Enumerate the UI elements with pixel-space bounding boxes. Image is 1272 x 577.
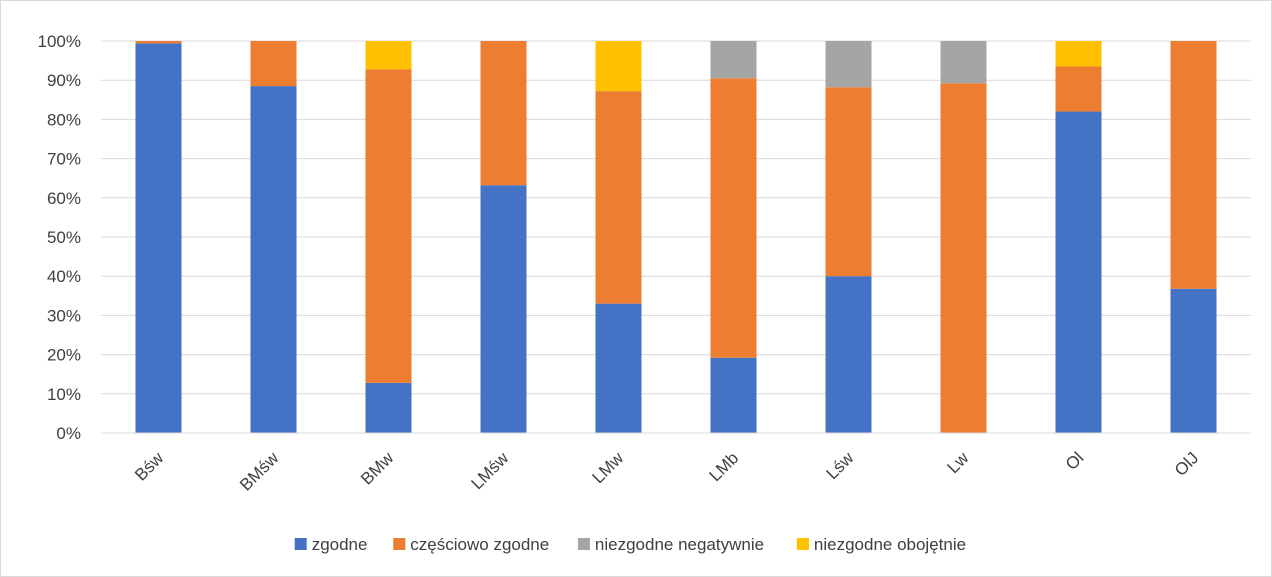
- legend-label: niezgodne obojętnie: [814, 535, 966, 554]
- bar-segment-BMw-częściowo-zgodne: [365, 69, 412, 383]
- legend-label: niezgodne negatywnie: [595, 535, 764, 554]
- bar-segment-Ol-częściowo-zgodne: [1055, 66, 1102, 112]
- bar-segment-LMw-zgodne: [595, 303, 642, 433]
- legend-swatch: [796, 538, 809, 550]
- bar-segment-Bśw-zgodne: [135, 43, 182, 434]
- x-tick-label: LMśw: [467, 448, 512, 493]
- legend-item: niezgodne negatywnie: [577, 535, 764, 554]
- bar-segment-BMśw-częściowo-zgodne: [250, 41, 297, 87]
- x-tick-label: Ol: [1062, 448, 1087, 473]
- y-tick-label: 80%: [47, 110, 81, 129]
- y-tick-label: 50%: [47, 228, 81, 247]
- bar-segment-BMśw-zgodne: [250, 86, 297, 433]
- y-tick-label: 10%: [47, 385, 81, 404]
- bar-segment-Bśw-częściowo-zgodne: [135, 41, 182, 44]
- y-tick-label: 0%: [56, 424, 81, 443]
- y-tick-label: 70%: [47, 150, 81, 169]
- x-tick-label: LMw: [589, 448, 628, 487]
- legend-item: częściowo zgodne: [393, 535, 549, 554]
- bar-segment-LMw-niezgodne-obojętnie: [595, 41, 642, 92]
- legend-item: zgodne: [294, 535, 368, 554]
- bar-segment-LMb-częściowo-zgodne: [710, 78, 757, 358]
- legend-item: niezgodne obojętnie: [796, 535, 966, 554]
- bar-segment-LMb-niezgodne-negatywnie: [710, 41, 757, 79]
- bars: [135, 41, 1217, 434]
- bar-segment-OlJ-częściowo-zgodne: [1170, 41, 1217, 289]
- legend-swatch: [294, 538, 307, 550]
- bar-segment-Ol-zgodne: [1055, 111, 1102, 433]
- bar-segment-OlJ-zgodne: [1170, 288, 1217, 433]
- legend-swatch: [393, 538, 406, 550]
- legend: zgodne częściowo zgodne niezgodne negatywn…: [294, 535, 966, 554]
- y-tick-label: 90%: [47, 71, 81, 90]
- bar-segment-Lśw-zgodne: [825, 276, 872, 433]
- bar-segment-Lśw-częściowo-zgodne: [825, 87, 872, 277]
- y-tick-label: 60%: [47, 189, 81, 208]
- x-tick-label: Bśw: [131, 448, 168, 485]
- bar-segment-Lw-niezgodne-negatywnie: [940, 41, 987, 84]
- x-axis: Bśw BMśw BMw LMśw LMw LMb Lśw Lw Ol OlJ: [101, 432, 1251, 495]
- x-tick-label: Lśw: [823, 448, 858, 483]
- bar-segment-LMw-częściowo-zgodne: [595, 91, 642, 304]
- bar-segment-BMw-zgodne: [365, 382, 412, 433]
- bar-segment-LMśw-częściowo-zgodne: [480, 41, 527, 186]
- bar-segment-LMśw-zgodne: [480, 185, 527, 433]
- x-tick-label: OlJ: [1171, 448, 1202, 479]
- legend-label: częściowo zgodne: [410, 535, 549, 554]
- y-tick-label: 40%: [47, 267, 81, 286]
- bar-segment-LMb-zgodne: [710, 357, 757, 433]
- bar-segment-Lśw-niezgodne-negatywnie: [825, 41, 872, 88]
- x-tick-label: LMb: [706, 448, 743, 485]
- bar-segment-BMw-niezgodne-obojętnie: [365, 41, 412, 70]
- x-tick-label: BMw: [357, 448, 398, 489]
- y-tick-label: 20%: [47, 346, 81, 365]
- x-tick-label: BMśw: [236, 448, 283, 495]
- x-tick-label: Lw: [944, 448, 973, 477]
- legend-label: zgodne: [312, 535, 368, 554]
- y-tick-label: 30%: [47, 306, 81, 325]
- bar-segment-Lw-częściowo-zgodne: [940, 83, 987, 433]
- bar-segment-Ol-niezgodne-obojętnie: [1055, 41, 1102, 67]
- legend-swatch: [577, 538, 590, 550]
- y-tick-label: 100%: [38, 32, 81, 51]
- y-axis: 0% 10% 20% 30% 40% 50% 60% 70% 80% 90% 100%: [38, 32, 81, 443]
